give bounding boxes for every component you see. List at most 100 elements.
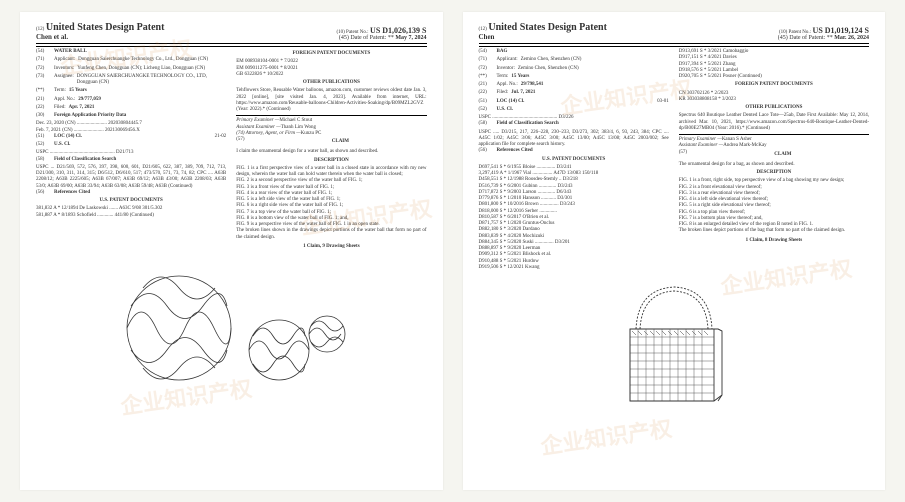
code-58: (58) [36, 157, 54, 163]
doc-type-code: (12) [36, 27, 44, 32]
sheet-info: 1 Claim, 8 Drawing Sheets [679, 238, 869, 244]
claim-head: CLAIM [254, 139, 426, 145]
refs-label: References Cited [497, 148, 533, 154]
divider [36, 46, 427, 47]
header-left: (12) United States Design Patent Chen [479, 22, 607, 41]
code-73: (73) [36, 74, 54, 87]
fpd-head: FOREIGN PATENT DOCUMENTS [236, 51, 426, 57]
filed-label: Filed: [54, 105, 66, 111]
appl-no: 29/798,541 [521, 82, 669, 88]
desc-body: FIG. 1 is a first perspective view of a … [236, 166, 426, 241]
fos-body: USPC ..... D3/215, 217, 226–228, 230–233… [479, 130, 669, 149]
claim-head: CLAIM [697, 152, 869, 158]
code-71: (71) [36, 57, 54, 63]
code-52: (52) [36, 142, 54, 148]
code-term: (**) [36, 88, 54, 94]
divider [679, 134, 869, 135]
code-52: (52) [479, 107, 497, 113]
examiner: Michael C Stout [279, 118, 312, 123]
assignee-label: Assignee: [54, 74, 74, 87]
claim-body: The ornamental design for a bag, as show… [679, 162, 869, 168]
code-22: (22) [479, 90, 497, 96]
code-71: (71) [479, 57, 497, 63]
fpd-row-2: GB 6322826 * 10/2022 [236, 72, 426, 78]
header-right: (10) Patent No.: US D1,026,139 S (45) Da… [336, 26, 426, 41]
body-columns: (54)WATER BALL (71)Applicant:Dongguan Sa… [36, 49, 427, 250]
header-left: (12) United States Design Patent Chen et… [36, 22, 164, 41]
header-row: (12) United States Design Patent Chen et… [36, 22, 427, 44]
invention-title: WATER BALL [54, 49, 87, 55]
refs-label: References Cited [54, 190, 90, 196]
code-56: (56) [36, 190, 54, 196]
applicant-label: Applicant: [54, 57, 75, 63]
desc-head: DESCRIPTION [679, 170, 869, 176]
refs-row: D920,705 S * 5/2021 Posner (Continued) [679, 74, 869, 80]
desc-body: FIG. 1 is a front, right side, top persp… [679, 178, 869, 234]
issue-date: May 7, 2024 [395, 35, 426, 41]
inventors: Yunfeng Chen, Dongguan (CN); Licheng Lia… [77, 66, 226, 72]
term: 15 Years [511, 74, 668, 80]
code-51: (51) [479, 99, 497, 105]
patent-page-left: (12) United States Design Patent Chen et… [20, 12, 443, 490]
uscl-label: U.S. Cl. [54, 142, 70, 148]
locarno-val: 21-02 [85, 134, 226, 140]
filed-label: Filed: [497, 90, 509, 96]
code-57: (57) [679, 150, 697, 160]
other-body: Tehflowers Store, Reusable Water balloon… [236, 88, 426, 113]
filed-date: Jul. 7, 2021 [511, 90, 669, 96]
claim-body: I claim the ornamental design for a wate… [236, 149, 426, 155]
uscl-label: U.S. Cl. [497, 107, 513, 113]
refs-row-1: 581,887 A * 8/1893 Schofield ...........… [36, 213, 226, 219]
bag-svg [594, 277, 754, 407]
doc-title: United States Design Patent [46, 22, 165, 33]
locarno-label: LOC (14) Cl. [54, 134, 82, 140]
term-label: Term: [54, 88, 66, 94]
asst-examiner-label: Assistant Examiner — [679, 143, 723, 148]
refs-row: D919,506 S * 12/2021 Kwang [479, 265, 669, 271]
figure-waterball [36, 256, 427, 388]
term: 15 Years [69, 88, 226, 94]
attorney-label: (74) Attorney, Agent, or Firm — [236, 131, 300, 136]
code-51: (51) [36, 134, 54, 140]
divider [236, 115, 426, 116]
filed-date: Apr. 7, 2021 [69, 105, 227, 111]
patent-page-right: (12) United States Design Patent Chen (1… [463, 12, 886, 490]
inventor-line: Chen et al. [36, 33, 164, 41]
attorney: Kunzu PC [301, 131, 322, 136]
left-column: (54)BAG (71)Applicant:Zemino Chen, Shenz… [479, 49, 669, 271]
term-label: Term: [497, 74, 509, 80]
other-head: OTHER PUBLICATIONS [236, 80, 426, 86]
waterball-svg [101, 256, 361, 386]
inventors-label: Inventors: [54, 66, 74, 72]
assignee: DONGGUAN SAIERCHUANGKE TECHNOLOGY CO., L… [77, 74, 227, 87]
date-star: ** [388, 35, 394, 41]
applicant: Zemino Chen, Shenzhen (CN) [521, 57, 669, 63]
body-columns: (54)BAG (71)Applicant:Zemino Chen, Shenz… [479, 49, 870, 271]
date-label: (45) Date of Patent: [339, 35, 386, 41]
left-column: (54)WATER BALL (71)Applicant:Dongguan Sa… [36, 49, 226, 250]
other-head: OTHER PUBLICATIONS [679, 105, 869, 111]
code-56: (56) [479, 148, 497, 154]
code-21: (21) [479, 82, 497, 88]
examiner-label: Primary Examiner — [236, 118, 279, 123]
patent-no: US D1,026,139 S [370, 26, 426, 35]
invention-title: BAG [497, 49, 508, 55]
desc-head: DESCRIPTION [236, 158, 426, 164]
figure-bag [479, 277, 870, 409]
refs-list: D697,541 S * 6/1955 Bloise .............… [479, 165, 669, 271]
code-22: (22) [36, 105, 54, 111]
doc-title: United States Design Patent [488, 22, 607, 33]
appl-label: Appl. No.: [497, 82, 518, 88]
right-column: D913,691 S * 3/2021 CamobaggioD917,151 S… [679, 49, 869, 271]
date-star: ** [827, 35, 833, 41]
fos-body: USPC ... D21/569, 572, 576, 397, 398, 60… [36, 165, 226, 190]
refs-head: U.S. PATENT DOCUMENTS [36, 198, 226, 204]
code-72: (72) [36, 66, 54, 72]
code-30: (30) [36, 113, 54, 119]
applicant-label: Applicant: [497, 57, 518, 63]
asst-examiner: Thanh Lim Wong [281, 125, 316, 130]
right-column: FOREIGN PATENT DOCUMENTS EM 008938104-00… [236, 49, 426, 250]
sheet-info: 1 Claim, 9 Drawing Sheets [236, 244, 426, 250]
examiner-label: Primary Examiner — [679, 137, 722, 142]
code-54: (54) [479, 49, 497, 55]
